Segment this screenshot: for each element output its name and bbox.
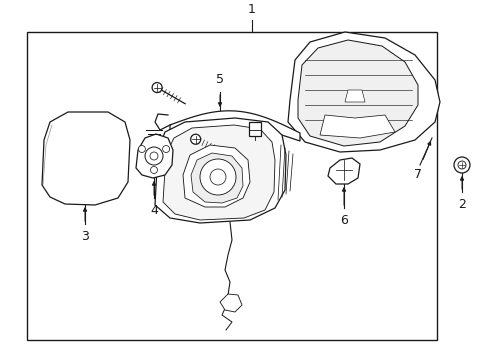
- Text: 7: 7: [413, 168, 421, 181]
- Circle shape: [138, 145, 145, 153]
- Text: 2: 2: [457, 198, 465, 211]
- Circle shape: [190, 134, 200, 144]
- Polygon shape: [170, 111, 299, 141]
- Circle shape: [163, 145, 169, 153]
- Circle shape: [152, 82, 162, 93]
- Bar: [248, 122, 261, 136]
- Polygon shape: [163, 125, 274, 220]
- Polygon shape: [183, 145, 249, 207]
- Polygon shape: [297, 40, 417, 146]
- Circle shape: [457, 161, 465, 169]
- Polygon shape: [191, 153, 243, 203]
- Text: 4: 4: [150, 204, 158, 217]
- Polygon shape: [327, 158, 359, 184]
- Polygon shape: [155, 118, 285, 223]
- Polygon shape: [319, 115, 394, 138]
- Circle shape: [145, 147, 163, 165]
- Polygon shape: [220, 294, 242, 312]
- Circle shape: [453, 157, 469, 173]
- Circle shape: [150, 152, 158, 160]
- Text: 1: 1: [247, 3, 255, 16]
- Text: 6: 6: [339, 214, 347, 227]
- Text: 3: 3: [81, 230, 89, 243]
- Polygon shape: [345, 90, 364, 102]
- Circle shape: [200, 159, 236, 195]
- Circle shape: [209, 169, 225, 185]
- Polygon shape: [136, 134, 173, 178]
- Polygon shape: [42, 112, 130, 205]
- Bar: [27, 32, 436, 340]
- Circle shape: [150, 166, 157, 174]
- Text: 5: 5: [216, 73, 224, 86]
- Polygon shape: [287, 32, 439, 152]
